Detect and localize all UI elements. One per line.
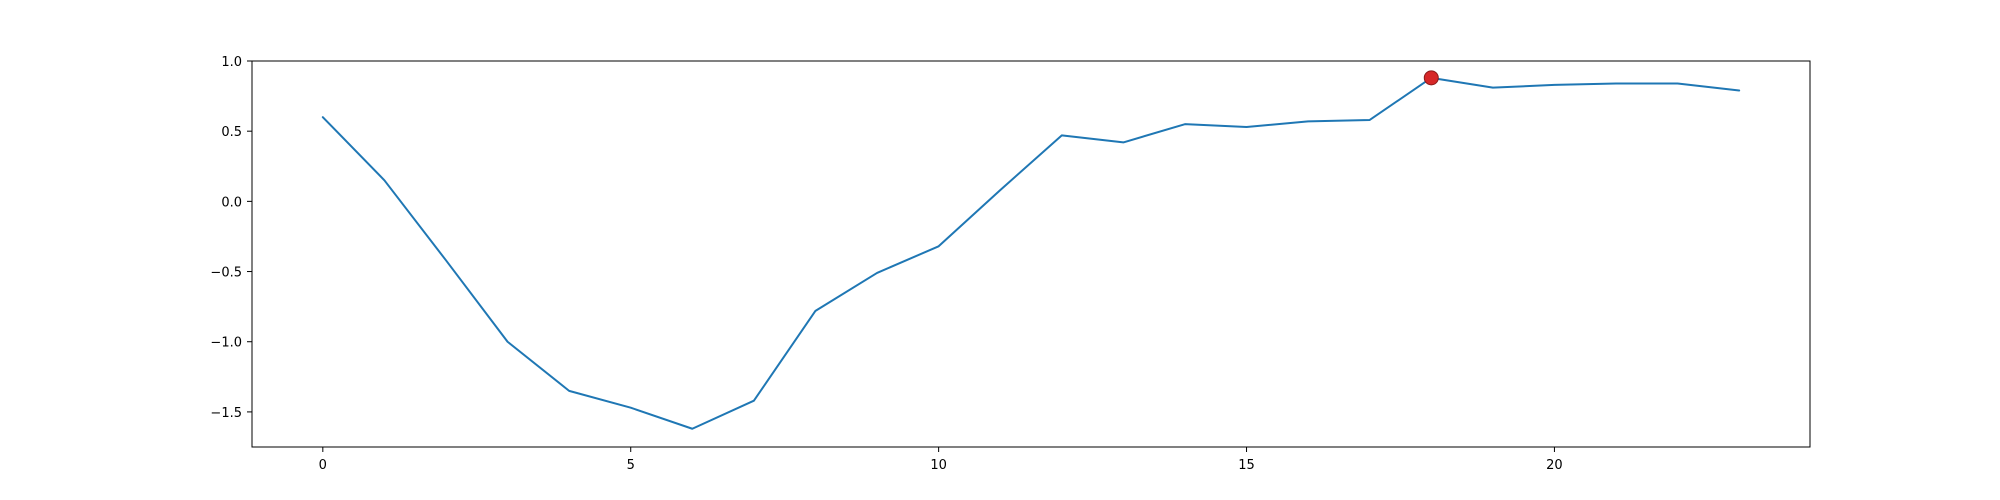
y-tick-label: 1.0: [221, 55, 242, 70]
x-tick-label: 10: [930, 458, 947, 473]
x-tick-label: 20: [1546, 458, 1563, 473]
y-tick-label: −1.0: [210, 336, 242, 351]
y-tick-label: −0.5: [210, 266, 242, 281]
x-tick-label: 15: [1238, 458, 1255, 473]
y-tick-label: 0.5: [221, 125, 242, 140]
plot-area: [252, 61, 1810, 447]
series-layer: [321, 70, 1741, 430]
y-tick-label: 0.0: [221, 195, 242, 210]
y-tick-label: −1.5: [210, 406, 242, 421]
axis-ticks: 0 5 10 15 20 1.0 0.5 0.0 −0.5 −1.0 −1.5: [210, 55, 1562, 473]
x-tick-label: 0: [319, 458, 327, 473]
x-tick-label: 5: [627, 458, 635, 473]
highlight-point: [1423, 70, 1439, 86]
series-line: [321, 76, 1741, 430]
axes-frame: [251, 60, 1811, 448]
